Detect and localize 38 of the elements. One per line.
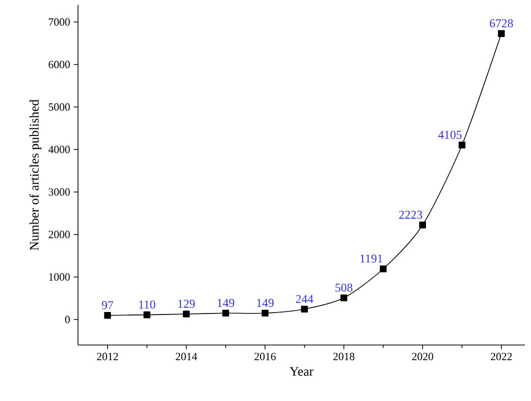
data-label: 244 xyxy=(296,294,314,303)
y-tick-label: 5000 xyxy=(48,103,70,111)
data-label: 110 xyxy=(139,300,156,309)
point xyxy=(301,306,308,313)
y-axis-title: Number of articles published xyxy=(29,100,42,250)
point xyxy=(458,142,466,148)
y-tick-label: 7000 xyxy=(48,18,70,26)
point xyxy=(144,311,150,318)
x-axis-title: Year xyxy=(290,367,314,376)
data-label: 508 xyxy=(336,284,352,292)
y-tick-label: 0 xyxy=(65,316,70,324)
data-label: 149 xyxy=(257,298,274,307)
x-tick-label: 2012 xyxy=(97,352,118,360)
point xyxy=(340,294,348,302)
data-label: 129 xyxy=(178,300,195,308)
point xyxy=(222,310,230,317)
point xyxy=(262,310,268,317)
x-tick-label: 2020 xyxy=(412,352,434,360)
data-label: 4105 xyxy=(438,130,462,139)
y-tick-label: 3000 xyxy=(48,188,70,196)
y-tick-label: 4000 xyxy=(48,146,70,154)
y-tick-label: 2000 xyxy=(48,230,70,238)
y-tick-label: 1000 xyxy=(49,273,70,281)
point xyxy=(498,30,505,37)
data-label: 2223 xyxy=(399,210,422,219)
point xyxy=(104,312,111,319)
x-tick-label: 2022 xyxy=(490,352,512,360)
x-tick-label: 2014 xyxy=(176,352,198,360)
point xyxy=(419,222,426,228)
point xyxy=(182,310,190,318)
data-label: 6728 xyxy=(490,19,513,28)
x-tick-label: 2016 xyxy=(254,352,276,360)
data-label: 97 xyxy=(102,301,114,310)
data-label: 1191 xyxy=(360,254,382,263)
data-label: 149 xyxy=(218,298,234,307)
y-tick-label: 6000 xyxy=(48,60,70,68)
x-tick-label: 2018 xyxy=(333,352,354,360)
point xyxy=(380,265,387,272)
